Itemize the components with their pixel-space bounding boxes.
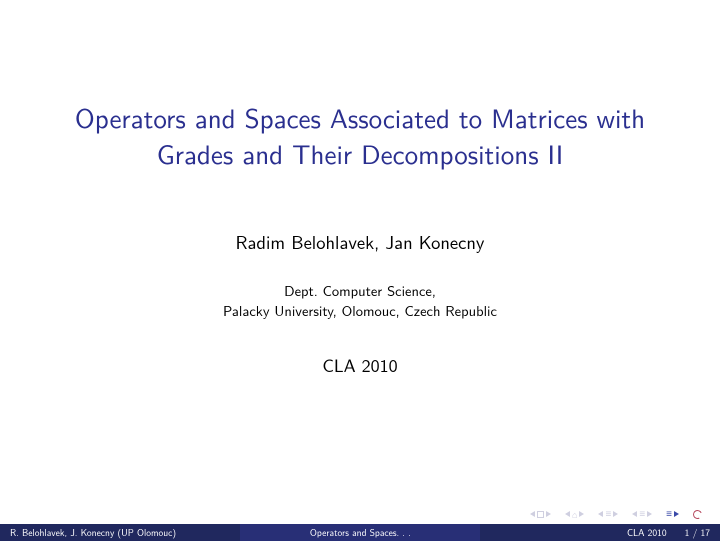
- nav-close-icon[interactable]: [693, 510, 702, 519]
- footer-date-text: CLA 2010: [627, 524, 667, 541]
- footer-author-text: R. Belohlavek, J. Konecny (UP Olomouc): [10, 524, 176, 541]
- nav-icons: ⌂ ≡ ≡ ≡: [530, 507, 702, 521]
- affiliation: Dept. Computer Science, Palacky Universi…: [60, 281, 660, 322]
- venue: CLA 2010: [60, 351, 660, 378]
- footer-bar: R. Belohlavek, J. Konecny (UP Olomouc) O…: [0, 524, 720, 541]
- nav-forward-icon[interactable]: ≡: [632, 509, 652, 519]
- beamer-slide: Operators and Spaces Associated to Matri…: [0, 0, 720, 541]
- slide-body: Operators and Spaces Associated to Matri…: [0, 0, 720, 541]
- footer-author: R. Belohlavek, J. Konecny (UP Olomouc): [0, 524, 240, 541]
- nav-next-icon[interactable]: ≡: [666, 509, 679, 519]
- nav-prev-icon[interactable]: ⌂: [565, 510, 584, 519]
- nav-first-icon[interactable]: [530, 511, 551, 518]
- footer-title: Operators and Spaces. . .: [240, 524, 480, 541]
- title-line-1: Operators and Spaces Associated to Matri…: [75, 98, 645, 137]
- footer-page-number: 1 / 17: [685, 524, 710, 541]
- footer-date: CLA 2010 1 / 17: [480, 524, 720, 541]
- nav-back-icon[interactable]: ≡: [598, 509, 618, 519]
- affiliation-line-2: Palacky University, Olomouc, Czech Repub…: [223, 300, 497, 321]
- footer-title-text: Operators and Spaces. . .: [310, 524, 411, 541]
- affiliation-line-1: Dept. Computer Science,: [284, 280, 436, 301]
- authors: Radim Belohlavek, Jan Konecny: [60, 228, 660, 255]
- slide-title: Operators and Spaces Associated to Matri…: [60, 100, 660, 173]
- title-line-2: Grades and Their Decompositions II: [157, 134, 564, 173]
